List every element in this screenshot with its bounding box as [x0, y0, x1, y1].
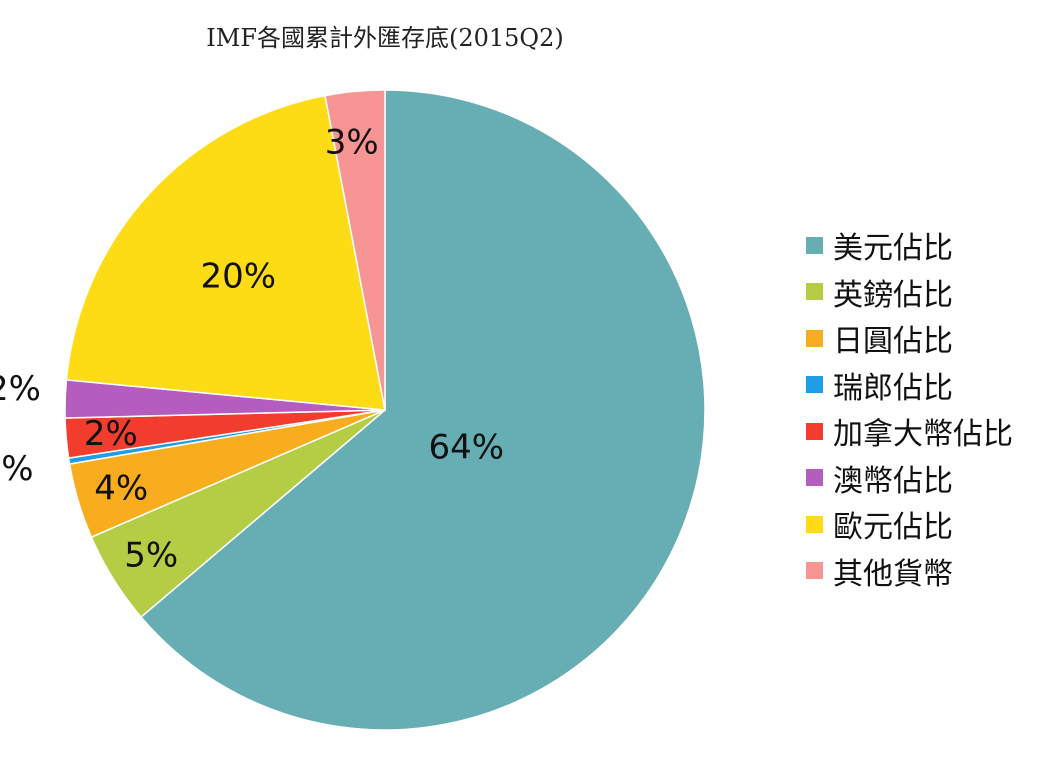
- legend-label: 其他貨幣: [833, 556, 953, 592]
- legend-swatch: [806, 422, 823, 440]
- legend-label: 加拿大幣佔比: [833, 417, 1013, 453]
- legend-label: 美元佔比: [833, 231, 953, 267]
- legend-label: 歐元佔比: [833, 510, 953, 546]
- legend-item: 日圓佔比: [806, 315, 1013, 362]
- legend-item: 澳幣佔比: [806, 455, 1013, 502]
- legend-label: 瑞郎佔比: [833, 370, 953, 406]
- legend-swatch: [806, 283, 823, 301]
- legend-item: 美元佔比: [806, 222, 1013, 269]
- legend-label: 英鎊佔比: [833, 277, 953, 313]
- legend-item: 加拿大幣佔比: [806, 408, 1013, 455]
- legend: 美元佔比英鎊佔比日圓佔比瑞郎佔比加拿大幣佔比 澳幣佔比歐元佔比其他貨幣: [806, 222, 1013, 594]
- pie-slice-7: [65, 94, 386, 411]
- data-label-6: 2%: [0, 369, 41, 409]
- data-label-1: 64%: [429, 428, 505, 468]
- legend-swatch: [806, 236, 823, 254]
- legend-item: 其他貨幣: [806, 548, 1013, 595]
- data-label-4: 0%: [0, 449, 34, 489]
- legend-swatch: [806, 376, 823, 394]
- legend-item: 歐元佔比: [806, 501, 1013, 548]
- legend-swatch: [806, 562, 823, 580]
- data-label-2: 5%: [124, 535, 178, 575]
- data-label-7: 20%: [200, 256, 276, 296]
- data-label-5: 2%: [84, 414, 138, 454]
- legend-item: 英鎊佔比: [806, 269, 1013, 316]
- legend-swatch: [806, 469, 823, 487]
- data-label-8: 3%: [325, 122, 379, 162]
- legend-swatch: [806, 329, 823, 347]
- data-label-3: 4%: [94, 468, 148, 508]
- pie-slice-1: [139, 89, 706, 731]
- legend-label: 日圓佔比: [833, 324, 953, 360]
- pie-slice-8: [324, 89, 386, 411]
- legend-item: 瑞郎佔比: [806, 362, 1013, 409]
- legend-swatch: [806, 515, 823, 533]
- legend-label: 澳幣佔比: [833, 463, 953, 499]
- chart-title: IMF各國累計外匯存底(2015Q2): [206, 24, 564, 52]
